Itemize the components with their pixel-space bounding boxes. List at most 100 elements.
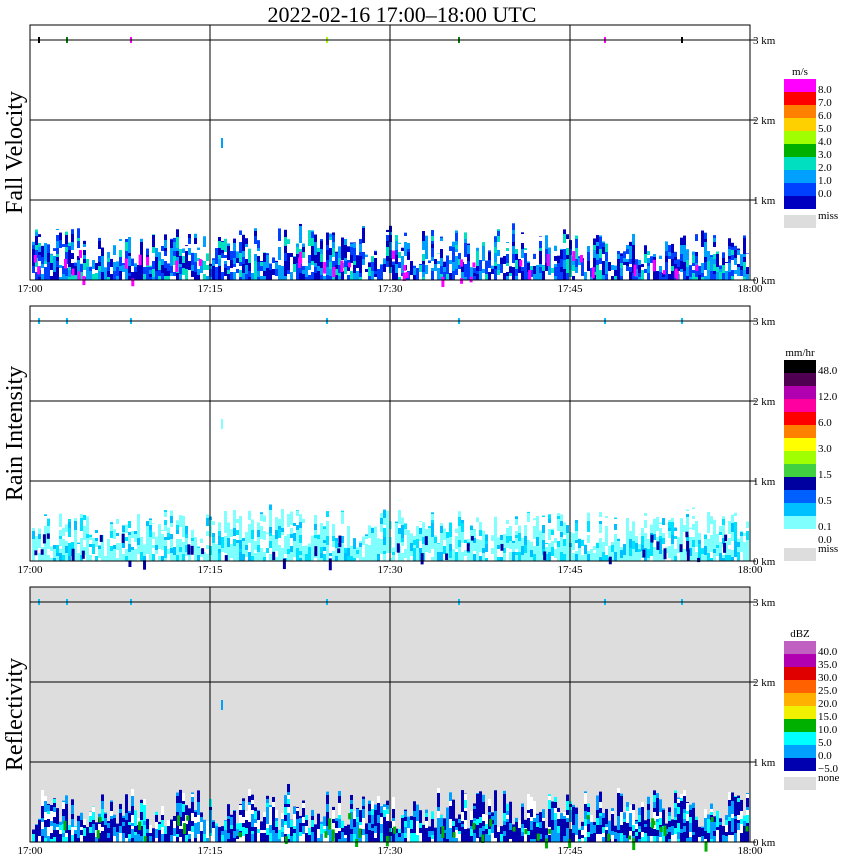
echo-cell [641, 823, 644, 832]
echo-cell [500, 535, 503, 540]
echo-cell [365, 552, 368, 556]
echo-cell [566, 268, 569, 273]
echo-cell [251, 804, 254, 810]
echo-cell [653, 792, 656, 795]
echo-cell [662, 533, 665, 538]
echo-cell [542, 271, 545, 280]
echo-accent [452, 832, 456, 838]
echo-accent [586, 815, 590, 820]
echo-cell [104, 838, 107, 842]
echo-cell [641, 527, 644, 529]
echo-cell [188, 552, 191, 561]
echo-cell [482, 805, 485, 814]
echo-cell [164, 268, 167, 276]
echo-accent [143, 560, 147, 570]
echo-cell [212, 533, 215, 537]
echo-cell [419, 528, 422, 534]
echo-cell [425, 813, 428, 817]
echo-cell [617, 802, 620, 809]
echo-gap [635, 824, 638, 829]
echo-cell [41, 274, 44, 280]
echo-cell [38, 255, 41, 261]
echo-cell [581, 260, 584, 267]
echo-cell [740, 819, 743, 824]
echo-cell [350, 545, 353, 548]
echo-cell [227, 538, 230, 547]
echo-cell [494, 236, 497, 242]
echo-cell [425, 235, 428, 239]
echo-cell [383, 264, 386, 272]
echo-cell [605, 537, 608, 546]
echo-cell [617, 819, 620, 824]
echo-gap [506, 815, 509, 819]
echo-cell [527, 263, 530, 272]
echo-gap [194, 817, 197, 823]
echo-cell [734, 541, 737, 549]
echo-cell [533, 274, 536, 280]
echo-cell [38, 534, 41, 539]
echo-cell [98, 271, 101, 280]
echo-cell [608, 827, 611, 834]
echo-cell [194, 832, 197, 838]
echo-cell [734, 245, 737, 250]
echo-cell [131, 823, 134, 826]
echo-cell [44, 261, 47, 264]
echo-cell [140, 836, 143, 842]
echo-cell [353, 834, 356, 842]
echo-cell [251, 814, 254, 821]
echo-cell [653, 274, 656, 280]
echo-cell [116, 261, 119, 262]
echo-cell [500, 834, 503, 842]
echo-cell [356, 817, 359, 822]
echo-cell [602, 827, 605, 833]
echo-cell [164, 552, 167, 558]
echo-cell [602, 268, 605, 275]
echo-cell [338, 273, 341, 276]
echo-cell [275, 517, 278, 524]
echo-cell [521, 832, 524, 836]
echo-cell [89, 537, 92, 540]
echo-cell [68, 519, 71, 522]
echo-cell [83, 828, 86, 836]
x-tick-label: 18:00 [737, 283, 763, 295]
echo-cell [242, 823, 245, 827]
echo-cell [563, 836, 566, 842]
echo-cell [320, 821, 323, 824]
echo-cell [683, 262, 686, 271]
echo-cell [740, 266, 743, 270]
echo-cell [626, 541, 629, 549]
echo-cell [113, 247, 116, 255]
echo-cell [707, 512, 710, 519]
echo-cell [533, 554, 536, 561]
legend-swatch [784, 706, 816, 719]
echo-cell [461, 552, 464, 561]
echo-cell [722, 538, 725, 544]
echo-cell [308, 255, 311, 263]
echo-cell [353, 538, 356, 543]
echo-cell [227, 826, 230, 833]
echo-cell [233, 810, 236, 811]
echo-cell [581, 835, 584, 838]
echo-cell [632, 804, 635, 810]
echo-cell [182, 256, 185, 263]
echo-cell [695, 277, 698, 280]
echo-cell [290, 546, 293, 552]
echo-accent [355, 838, 359, 847]
echo-cell [581, 267, 584, 276]
echo-cell [650, 256, 653, 259]
echo-cell [68, 825, 71, 830]
echo-cell [743, 262, 746, 270]
echo-accent [686, 540, 690, 552]
echo-cell [656, 819, 659, 822]
echo-cell [695, 538, 698, 547]
echo-cell [386, 261, 389, 267]
echo-cell [359, 244, 362, 252]
echo-cell [188, 248, 191, 255]
echo-cell [110, 825, 113, 834]
echo-cell [611, 808, 614, 811]
echo-cell [263, 252, 266, 253]
echo-cell [746, 540, 749, 546]
echo-cell [320, 249, 323, 254]
echo-cell [656, 795, 659, 798]
echo-cell [635, 829, 638, 832]
